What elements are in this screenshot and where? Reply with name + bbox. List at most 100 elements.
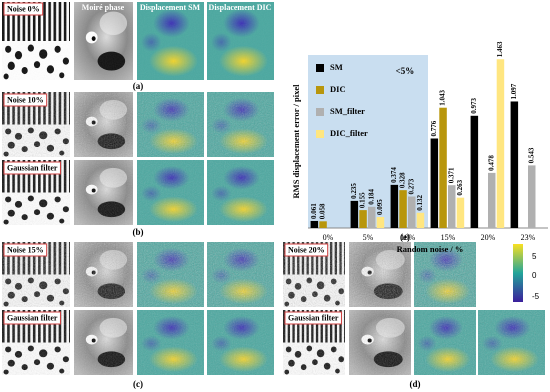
- column-header: Moiré phase: [82, 3, 125, 12]
- bar: [368, 206, 376, 228]
- bar: [390, 184, 399, 228]
- bar: [399, 190, 407, 228]
- bar: [496, 59, 505, 228]
- legend-label: SM_filter: [330, 106, 365, 116]
- legend-label: DIC: [330, 84, 346, 94]
- noise-overlay: [137, 160, 204, 225]
- value-label: 0.478: [487, 155, 495, 171]
- legend-swatch: [316, 64, 324, 72]
- bar: [456, 197, 465, 228]
- panel-caption: (b): [133, 227, 144, 237]
- panel-tag: Gaussian filter: [7, 313, 58, 322]
- panel-caption: (a): [133, 81, 144, 91]
- tag-box: [3, 93, 48, 107]
- value-label: 1.097: [510, 83, 518, 99]
- noise-overlay: [349, 242, 411, 307]
- colorbar-tick: 0: [532, 271, 537, 280]
- value-label: 0.263: [456, 179, 464, 195]
- chart-caption: (e): [400, 232, 410, 242]
- value-label: 0.776: [430, 120, 438, 136]
- value-label: 0.132: [416, 195, 424, 211]
- value-label: 0.543: [527, 147, 535, 163]
- noise-overlay: [207, 2, 274, 80]
- bar: [350, 200, 359, 228]
- x-tick-label: 20%: [481, 233, 496, 242]
- noise-overlay: [349, 310, 411, 375]
- noise-overlay: [74, 160, 133, 225]
- bar-chart: <5% RMS displacement error / pixel Random …: [291, 41, 548, 254]
- legend-swatch: [316, 130, 324, 138]
- noise-overlay: [207, 242, 274, 307]
- value-label: 0.061: [310, 203, 318, 219]
- panel-tag: Gaussian filter: [7, 163, 58, 172]
- panel-tag: Noise 20%: [288, 245, 325, 254]
- noise-overlay: [137, 92, 204, 157]
- noise-overlay: [74, 92, 133, 157]
- bar: [470, 115, 479, 228]
- panel-caption: (d): [410, 379, 421, 389]
- bar: [310, 220, 319, 228]
- noise-overlay: [137, 242, 204, 307]
- panel-tag: Gaussian filter: [288, 313, 339, 322]
- noise-overlay: [207, 160, 274, 225]
- value-label: 0.374: [390, 167, 398, 183]
- x-tick-label: 15%: [441, 233, 456, 242]
- noise-overlay: [478, 310, 545, 375]
- panel-caption: (c): [133, 379, 143, 389]
- image-panels: Moiré phase Displacement SM Displacement D…: [2, 2, 545, 389]
- bar: [448, 185, 456, 228]
- value-label: 0.155: [359, 192, 367, 208]
- value-label: 0.058: [319, 203, 327, 219]
- colorbar: [513, 244, 523, 302]
- tag-box: [284, 311, 342, 325]
- column-header: Displacement DIC: [209, 3, 272, 12]
- tag-box: [3, 311, 61, 325]
- legend-swatch: [316, 108, 324, 116]
- value-label: 0.273: [407, 178, 415, 194]
- x-tick-label: 0%: [323, 233, 334, 242]
- x-tick-label: 5%: [363, 233, 374, 242]
- noise-overlay: [74, 2, 133, 80]
- value-label: 0.973: [470, 98, 478, 114]
- tag-box: [3, 2, 44, 16]
- noise-overlay: [74, 310, 133, 375]
- noise-overlay: [414, 310, 476, 375]
- x-axis-title: Random noise / %: [397, 244, 464, 254]
- y-axis-title: RMS displacement error / pixel: [291, 84, 301, 199]
- bar: [359, 210, 367, 228]
- bar: [510, 101, 519, 228]
- x-tick-label: 10%: [401, 233, 416, 242]
- bar: [528, 165, 536, 228]
- bar: [416, 212, 425, 228]
- bar: [376, 217, 385, 228]
- legend-label: SM: [330, 62, 343, 72]
- noise-overlay: [137, 310, 204, 375]
- bar: [430, 138, 439, 228]
- legend-swatch: [316, 86, 324, 94]
- legend-label: DIC_filter: [330, 128, 368, 138]
- bar: [488, 172, 496, 228]
- bar: [439, 107, 447, 228]
- panel-tag: Noise 10%: [7, 95, 44, 104]
- column-header: Displacement SM: [140, 3, 201, 12]
- noise-overlay: [74, 242, 133, 307]
- colorbar-tick: 5: [532, 252, 537, 261]
- value-label: 1.463: [496, 41, 504, 57]
- noise-overlay: [207, 92, 274, 157]
- tag-box: [3, 161, 61, 175]
- bar: [319, 221, 327, 228]
- annotation: <5%: [396, 66, 415, 76]
- x-tick-label: 23%: [521, 233, 536, 242]
- value-label: 0.184: [367, 189, 375, 205]
- panel-tag: Noise 0%: [7, 4, 40, 13]
- value-label: 0.235: [350, 183, 358, 199]
- tag-box: [284, 243, 329, 257]
- bar: [408, 196, 416, 228]
- colorbar-tick: -5: [532, 292, 540, 301]
- panel-tag: Noise 15%: [7, 245, 44, 254]
- value-label: 1.043: [439, 89, 447, 105]
- noise-overlay: [207, 310, 274, 375]
- tag-box: [3, 243, 48, 257]
- noise-overlay: [137, 2, 204, 80]
